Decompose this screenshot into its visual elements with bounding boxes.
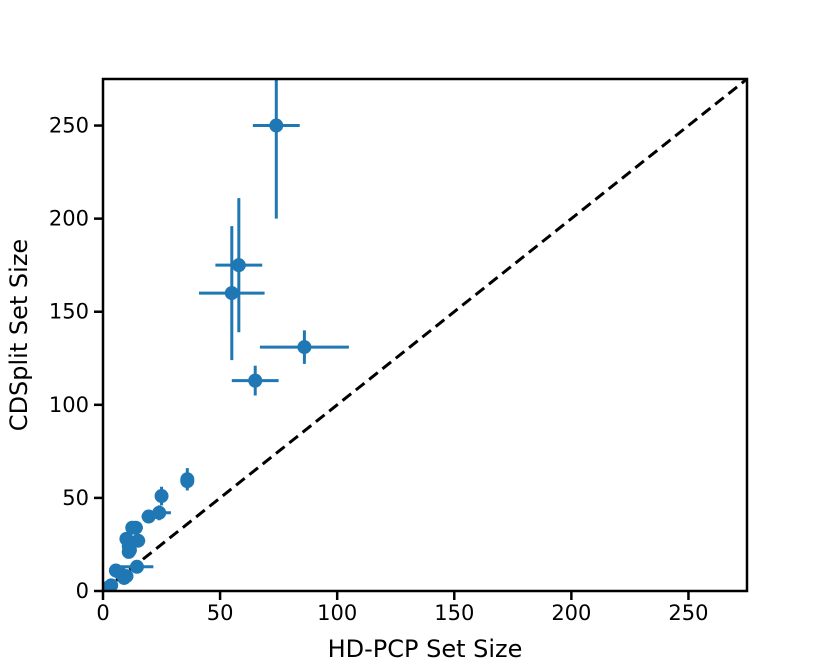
y-tick-label: 150 bbox=[49, 300, 89, 324]
y-axis-label: CDSplit Set Size bbox=[5, 239, 33, 431]
plot-frame bbox=[101, 77, 749, 593]
data-point bbox=[180, 474, 195, 489]
data-point bbox=[248, 373, 263, 388]
x-tick-label: 100 bbox=[317, 601, 357, 625]
x-axis-label: HD-PCP Set Size bbox=[328, 635, 523, 663]
data-point bbox=[224, 286, 239, 301]
data-point bbox=[269, 118, 284, 133]
y-tick-label: 50 bbox=[62, 486, 89, 510]
data-point bbox=[117, 570, 132, 585]
reference-line bbox=[103, 79, 747, 591]
x-tick-label: 150 bbox=[434, 601, 474, 625]
data-point bbox=[129, 559, 144, 574]
y-tick-label: 250 bbox=[49, 114, 89, 138]
y-tick-label: 0 bbox=[76, 579, 89, 603]
x-tick-label: 0 bbox=[96, 601, 109, 625]
x-tick-label: 200 bbox=[551, 601, 591, 625]
data-point bbox=[125, 520, 140, 535]
x-tick-label: 250 bbox=[668, 601, 708, 625]
data-point bbox=[121, 544, 136, 559]
plot-marks bbox=[103, 79, 747, 591]
data-point bbox=[154, 489, 169, 504]
data-point bbox=[103, 582, 113, 591]
data-point bbox=[152, 505, 167, 520]
data-point bbox=[141, 509, 156, 524]
x-tick-label: 50 bbox=[207, 601, 234, 625]
axes-layer: 0 50 100 150 200 250 0 50 100 150 200 250 bbox=[49, 77, 749, 625]
data-point bbox=[297, 340, 312, 355]
y-tick-label: 200 bbox=[49, 207, 89, 231]
data-point bbox=[231, 258, 246, 273]
y-tick-label: 100 bbox=[49, 393, 89, 417]
